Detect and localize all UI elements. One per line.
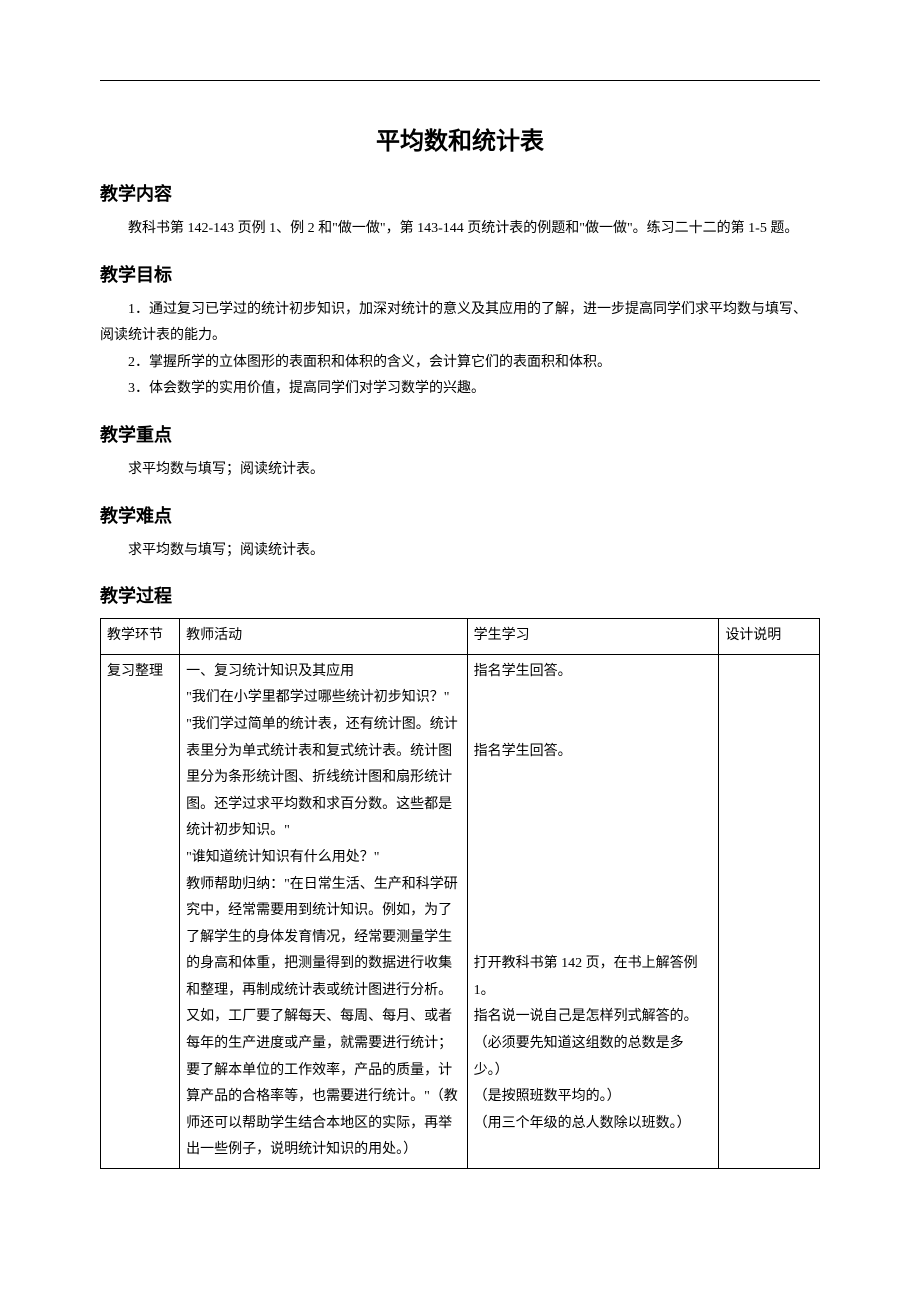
cell-note <box>719 654 820 1168</box>
cell-teacher: 一、复习统计知识及其应用 "我们在小学里都学过哪些统计初步知识？" "我们学过简… <box>180 654 468 1168</box>
table-row: 复习整理 一、复习统计知识及其应用 "我们在小学里都学过哪些统计初步知识？" "… <box>101 654 820 1168</box>
content-paragraph: 教科书第 142-143 页例 1、例 2 和"做一做"，第 143-144 页… <box>100 216 820 243</box>
difficulty-paragraph: 求平均数与填写；阅读统计表。 <box>100 538 820 565</box>
header-note: 设计说明 <box>719 619 820 655</box>
top-horizontal-rule <box>100 80 820 81</box>
cell-phase: 复习整理 <box>101 654 180 1168</box>
page: 平均数和统计表 教学内容 教科书第 142-143 页例 1、例 2 和"做一做… <box>0 0 920 1302</box>
section-heading-key: 教学重点 <box>100 421 820 447</box>
goal-item-2: 2．掌握所学的立体图形的表面积和体积的含义，会计算它们的表面积和体积。 <box>100 350 820 377</box>
section-heading-difficulty: 教学难点 <box>100 502 820 528</box>
section-heading-goals: 教学目标 <box>100 261 820 287</box>
header-student: 学生学习 <box>467 619 719 655</box>
key-paragraph: 求平均数与填写；阅读统计表。 <box>100 457 820 484</box>
header-teacher: 教师活动 <box>180 619 468 655</box>
goal-item-3: 3．体会数学的实用价值，提高同学们对学习数学的兴趣。 <box>100 376 820 403</box>
cell-student: 指名学生回答。 指名学生回答。 打开教科书第 142 页，在书上解答例 1。 指… <box>467 654 719 1168</box>
document-title: 平均数和统计表 <box>100 121 820 156</box>
table-header-row: 教学环节 教师活动 学生学习 设计说明 <box>101 619 820 655</box>
section-heading-process: 教学过程 <box>100 582 820 608</box>
lesson-process-table: 教学环节 教师活动 学生学习 设计说明 复习整理 一、复习统计知识及其应用 "我… <box>100 618 820 1169</box>
goal-item-1: 1．通过复习已学过的统计初步知识，加深对统计的意义及其应用的了解，进一步提高同学… <box>100 297 820 350</box>
header-phase: 教学环节 <box>101 619 180 655</box>
section-heading-content: 教学内容 <box>100 180 820 206</box>
